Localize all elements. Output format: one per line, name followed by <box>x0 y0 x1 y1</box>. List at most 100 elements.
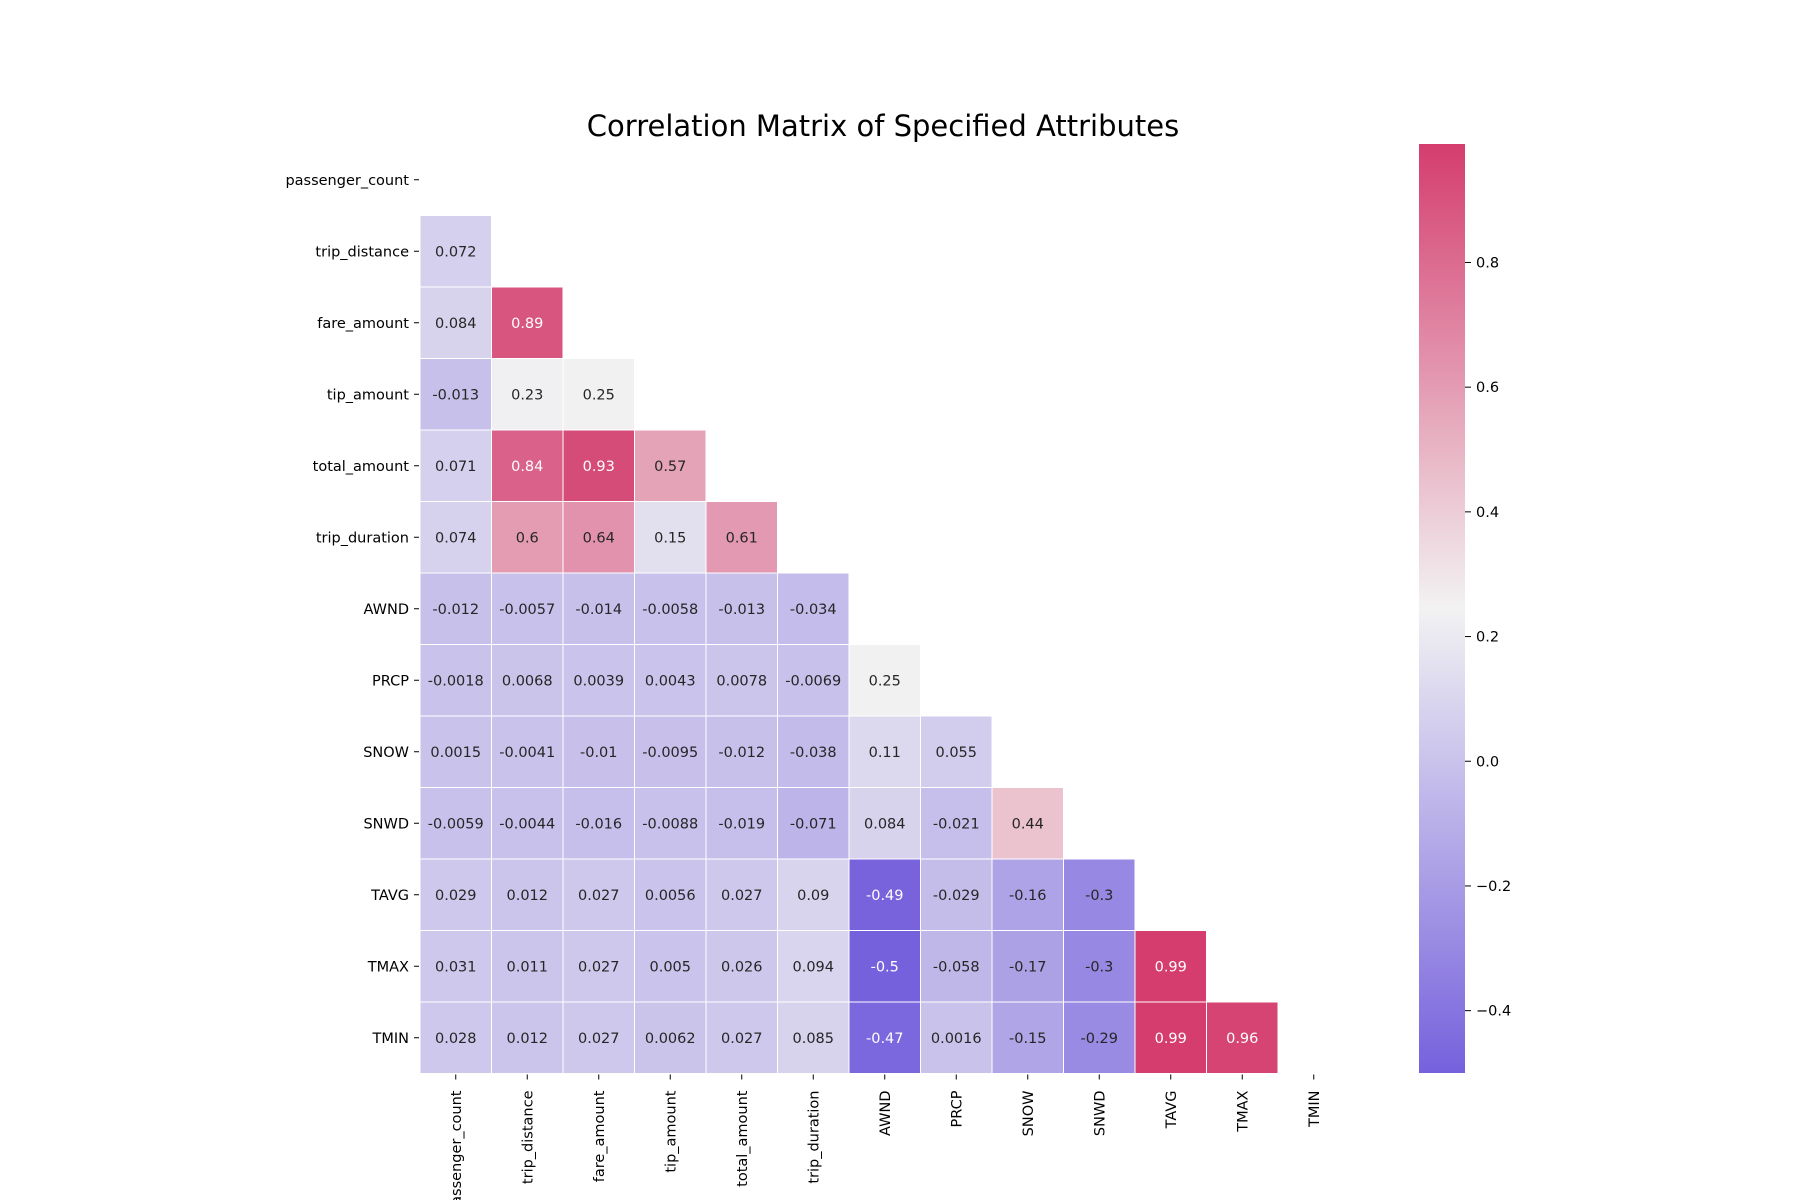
heatmap-cell-TAVG-SNWD <box>1063 858 1136 931</box>
cell-value-label: 0.11 <box>869 745 901 761</box>
heatmap-cell-TAVG-passenger_count <box>419 858 492 931</box>
x-tick-label-passenger_count: passenger_count <box>449 1090 465 1200</box>
x-tick-label-trip_distance: trip_distance <box>520 1090 536 1184</box>
heatmap-cell-AWND-trip_distance <box>491 572 564 645</box>
heatmap-cell-TMIN-trip_distance <box>491 1001 564 1074</box>
heatmap-cell-PRCP-trip_distance <box>491 644 564 717</box>
cell-value-label: -0.013 <box>718 602 765 618</box>
cell-value-label: 0.029 <box>435 888 477 904</box>
x-tick-label-TAVG: TAVG <box>1164 1091 1180 1130</box>
heatmap-cell-SNWD-AWND <box>848 787 921 860</box>
cell-value-label: -0.058 <box>933 959 980 975</box>
cell-value-label: 0.031 <box>435 959 477 975</box>
heatmap-cell-trip_duration-total_amount <box>705 501 778 574</box>
cell-value-label: 0.99 <box>1155 959 1187 975</box>
heatmap-cells: 0.072 0.084 0.89 -0.013 0.23 0.25 0.071 0.84 0.9… <box>419 215 1279 1074</box>
x-tick-label-TMIN: TMIN <box>1307 1091 1323 1129</box>
heatmap-cell-trip_distance-passenger_count <box>419 215 492 288</box>
y-tick-label-SNWD: SNWD <box>363 816 409 832</box>
cell-value-label: -0.0057 <box>499 602 555 618</box>
cell-value-label: -0.013 <box>432 387 479 403</box>
colorbar-tick-label: 0.8 <box>1476 255 1499 271</box>
heatmap-cell-PRCP-AWND <box>848 644 921 717</box>
heatmap-cell-TMAX-TAVG <box>1134 930 1207 1003</box>
heatmap-cell-SNWD-trip_distance <box>491 787 564 860</box>
heatmap-cell-TMIN-trip_duration <box>777 1001 850 1074</box>
cell-value-label: -0.019 <box>718 816 765 832</box>
cell-value-label: 0.57 <box>654 459 686 475</box>
cell-value-label: -0.17 <box>1009 959 1047 975</box>
cell-value-label: 0.25 <box>869 673 901 689</box>
cell-value-label: 0.027 <box>578 959 620 975</box>
y-tick-label-AWND: AWND <box>364 602 409 618</box>
y-tick-label-total_amount: total_amount <box>313 459 410 475</box>
heatmap-cell-SNWD-passenger_count <box>419 787 492 860</box>
cell-value-label: -0.47 <box>866 1031 904 1047</box>
heatmap-cell-tip_amount-passenger_count <box>419 358 492 431</box>
heatmap-cell-TMIN-tip_amount <box>634 1001 707 1074</box>
heatmap-cell-AWND-passenger_count <box>419 572 492 645</box>
x-tick-label-PRCP: PRCP <box>949 1090 965 1127</box>
heatmap-cell-TMAX-SNOW <box>991 930 1064 1003</box>
heatmap-cell-fare_amount-passenger_count <box>419 286 492 359</box>
y-tick-label-passenger_count: passenger_count <box>285 173 409 189</box>
heatmap-cell-tip_amount-fare_amount <box>562 358 635 431</box>
cell-value-label: 0.0016 <box>931 1031 982 1047</box>
y-tick-label-TMIN: TMIN <box>372 1031 410 1047</box>
cell-value-label: -0.5 <box>871 959 899 975</box>
cell-value-label: 0.084 <box>864 816 906 832</box>
x-tick-label-SNOW: SNOW <box>1021 1091 1037 1137</box>
cell-value-label: 0.085 <box>792 1031 834 1047</box>
y-tick-label-TMAX: TMAX <box>367 959 409 975</box>
heatmap-cell-SNWD-fare_amount <box>562 787 635 860</box>
cell-value-label: -0.038 <box>790 745 837 761</box>
cell-value-label: 0.055 <box>935 745 977 761</box>
heatmap-cell-TMIN-AWND <box>848 1001 921 1074</box>
heatmap-cell-TMAX-tip_amount <box>634 930 707 1003</box>
y-axis-ticks: passenger_count trip_distance fare_amountt… <box>285 173 419 1047</box>
cell-value-label: -0.0059 <box>428 816 484 832</box>
y-tick-label-fare_amount: fare_amount <box>317 316 409 332</box>
cell-value-label: -0.012 <box>432 602 479 618</box>
x-tick-label-AWND: AWND <box>878 1091 894 1136</box>
cell-value-label: -0.3 <box>1085 888 1113 904</box>
x-axis-ticks: passenger_count trip_distance fare_amount t… <box>449 1074 1323 1200</box>
cell-value-label: -0.49 <box>866 888 904 904</box>
cell-value-label: 0.027 <box>721 1031 763 1047</box>
cell-value-label: 0.084 <box>435 316 477 332</box>
y-tick-label-trip_distance: trip_distance <box>315 244 409 260</box>
heatmap-cell-fare_amount-trip_distance <box>491 286 564 359</box>
cell-value-label: -0.0058 <box>642 602 698 618</box>
heatmap-cell-AWND-trip_duration <box>777 572 850 645</box>
cell-value-label: 0.072 <box>435 244 477 260</box>
x-tick-label-SNWD: SNWD <box>1092 1091 1108 1137</box>
heatmap-cell-TAVG-trip_duration <box>777 858 850 931</box>
cell-value-label: -0.0018 <box>428 673 484 689</box>
heatmap-cell-TMIN-passenger_count <box>419 1001 492 1074</box>
cell-value-label: -0.034 <box>790 602 837 618</box>
heatmap-cell-total_amount-tip_amount <box>634 429 707 502</box>
cell-value-label: 0.0062 <box>645 1031 696 1047</box>
heatmap-cell-TMAX-passenger_count <box>419 930 492 1003</box>
y-tick-label-tip_amount: tip_amount <box>327 387 409 403</box>
heatmap-cell-PRCP-tip_amount <box>634 644 707 717</box>
heatmap-cell-TAVG-tip_amount <box>634 858 707 931</box>
heatmap-cell-trip_duration-tip_amount <box>634 501 707 574</box>
cell-value-label: 0.89 <box>511 316 543 332</box>
x-tick-label-total_amount: total_amount <box>735 1090 751 1187</box>
cell-value-label: -0.3 <box>1085 959 1113 975</box>
cell-value-label: 0.23 <box>511 387 543 403</box>
heatmap-cell-SNWD-trip_duration <box>777 787 850 860</box>
cell-value-label: 0.005 <box>649 959 691 975</box>
cell-value-label: 0.64 <box>583 530 615 546</box>
cell-value-label: -0.014 <box>575 602 622 618</box>
colorbar-tick-label: 0.2 <box>1476 630 1499 646</box>
heatmap-cell-AWND-total_amount <box>705 572 778 645</box>
heatmap-cell-TMAX-trip_duration <box>777 930 850 1003</box>
colorbar-tick-label: −0.2 <box>1476 879 1511 895</box>
cell-value-label: 0.0039 <box>573 673 624 689</box>
cell-value-label: 0.028 <box>435 1031 477 1047</box>
cell-value-label: 0.96 <box>1226 1031 1258 1047</box>
heatmap-cell-TAVG-PRCP <box>920 858 993 931</box>
cell-value-label: 0.074 <box>435 530 477 546</box>
